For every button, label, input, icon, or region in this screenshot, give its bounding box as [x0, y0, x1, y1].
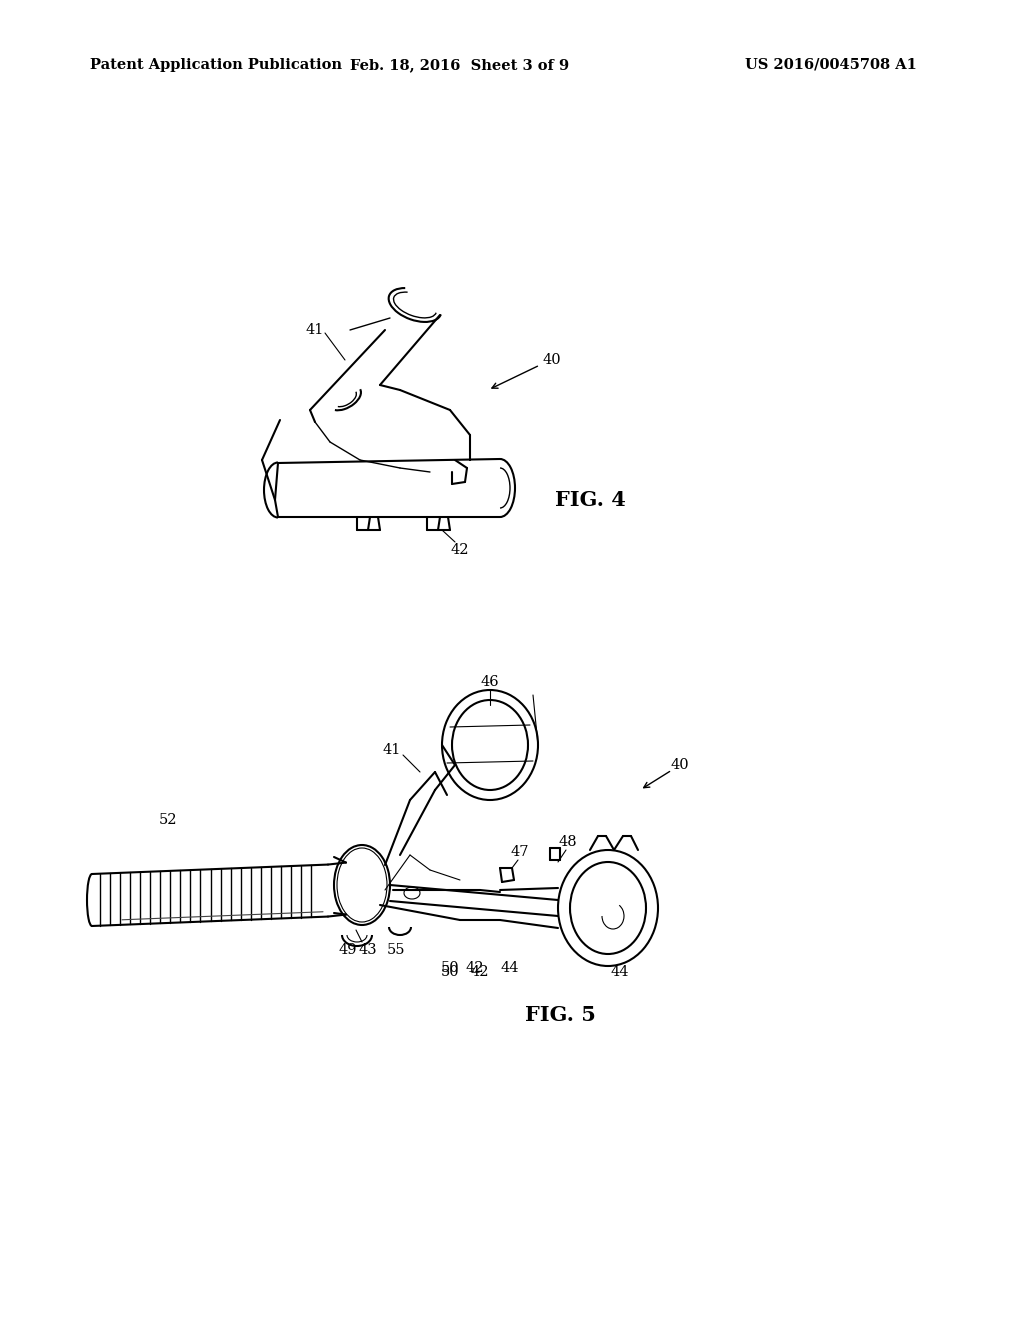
Text: 42: 42 [466, 961, 484, 975]
Text: 46: 46 [480, 675, 500, 689]
Text: FIG. 4: FIG. 4 [555, 490, 626, 510]
Text: 48: 48 [559, 836, 578, 849]
Text: 43: 43 [358, 942, 377, 957]
Text: 44: 44 [610, 965, 630, 979]
Text: 49: 49 [339, 942, 357, 957]
Text: 41: 41 [306, 323, 325, 337]
Text: 44: 44 [501, 961, 519, 975]
Text: 52: 52 [159, 813, 177, 828]
Text: 41: 41 [383, 743, 401, 756]
Text: 47: 47 [511, 845, 529, 859]
Text: 42: 42 [451, 543, 469, 557]
Text: 40: 40 [671, 758, 689, 772]
Text: Patent Application Publication: Patent Application Publication [90, 58, 342, 73]
Text: 40: 40 [543, 352, 561, 367]
Text: Feb. 18, 2016  Sheet 3 of 9: Feb. 18, 2016 Sheet 3 of 9 [350, 58, 569, 73]
Text: FIG. 5: FIG. 5 [524, 1005, 595, 1026]
Text: 50: 50 [440, 965, 460, 979]
Text: 42: 42 [471, 965, 489, 979]
Text: 50: 50 [440, 961, 460, 975]
Text: US 2016/0045708 A1: US 2016/0045708 A1 [745, 58, 916, 73]
Text: 55: 55 [387, 942, 406, 957]
